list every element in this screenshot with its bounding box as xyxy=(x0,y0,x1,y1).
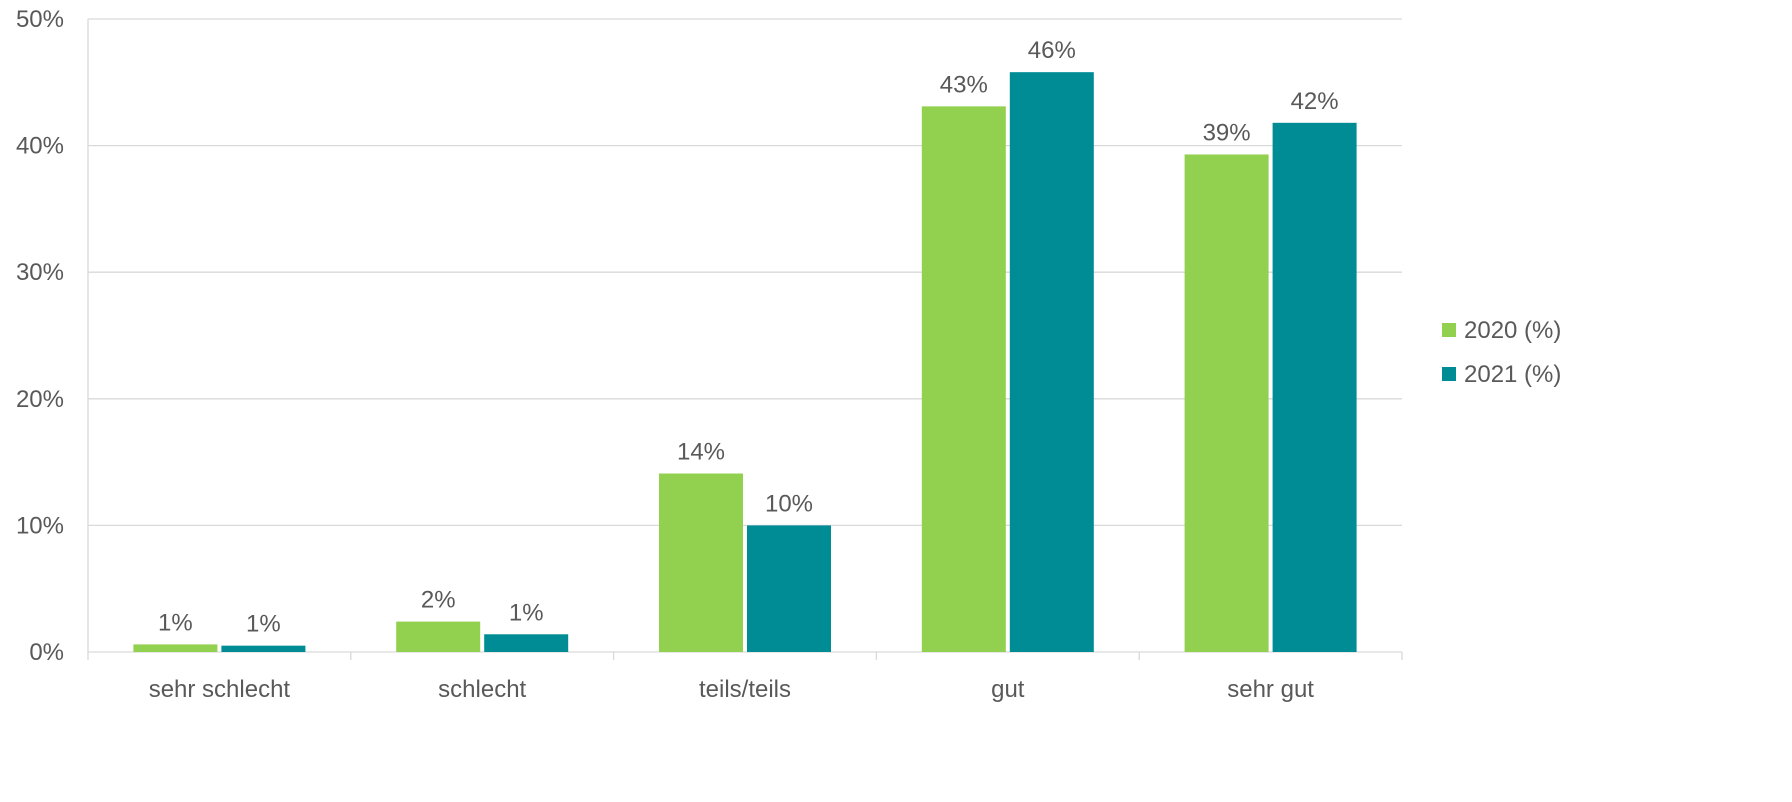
y-axis-ticks: 0% 10% 20% 30% 40% 50% xyxy=(16,6,64,666)
legend: 2020 (%) 2021 (%) xyxy=(1442,317,1561,388)
x-category-label: gut xyxy=(991,676,1025,703)
legend-swatch xyxy=(1442,367,1456,381)
y-tick-label: 40% xyxy=(16,133,64,160)
data-label: 1% xyxy=(158,609,193,636)
y-tick-label: 10% xyxy=(16,512,64,539)
bar-2020-4 xyxy=(1184,154,1269,652)
data-label: 42% xyxy=(1291,88,1339,115)
legend-label: 2020 (%) xyxy=(1464,317,1561,344)
axes xyxy=(87,19,1403,660)
bar-2020-2 xyxy=(659,473,743,652)
data-label: 1% xyxy=(509,599,544,626)
y-tick-label: 30% xyxy=(16,259,64,286)
data-label: 2% xyxy=(421,587,456,614)
data-label: 14% xyxy=(677,438,725,465)
data-labels: 1% 1% 2% 1% 14% 10% 43% 46% 39% 42% xyxy=(158,37,1339,637)
bar-2020-3 xyxy=(921,106,1006,652)
y-tick-label: 0% xyxy=(29,639,64,666)
legend-swatch xyxy=(1442,323,1456,337)
x-axis-categories: sehr schlecht schlecht teils/teils gut sehr … xyxy=(149,676,1315,703)
bar-2021-0 xyxy=(221,645,306,652)
bar-2021-2 xyxy=(747,525,831,652)
bar-2020-1 xyxy=(396,621,481,652)
bar-2020-0 xyxy=(133,644,218,652)
x-category-label: sehr gut xyxy=(1227,676,1314,703)
bar-2021-3 xyxy=(1009,72,1094,652)
bar-2021-1 xyxy=(484,634,569,652)
data-label: 1% xyxy=(246,611,281,638)
data-label: 46% xyxy=(1028,37,1076,64)
x-category-label: sehr schlecht xyxy=(149,676,291,703)
bar-2021-4 xyxy=(1272,122,1357,652)
x-category-label: schlecht xyxy=(438,676,526,703)
gridlines xyxy=(88,18,1402,527)
data-label: 43% xyxy=(940,71,988,98)
data-label: 10% xyxy=(765,490,813,517)
legend-label: 2021 (%) xyxy=(1464,361,1561,388)
y-tick-label: 50% xyxy=(16,6,64,33)
data-label: 39% xyxy=(1203,119,1251,146)
y-tick-label: 20% xyxy=(16,386,64,413)
bars xyxy=(133,72,1357,652)
x-category-label: teils/teils xyxy=(699,676,791,703)
